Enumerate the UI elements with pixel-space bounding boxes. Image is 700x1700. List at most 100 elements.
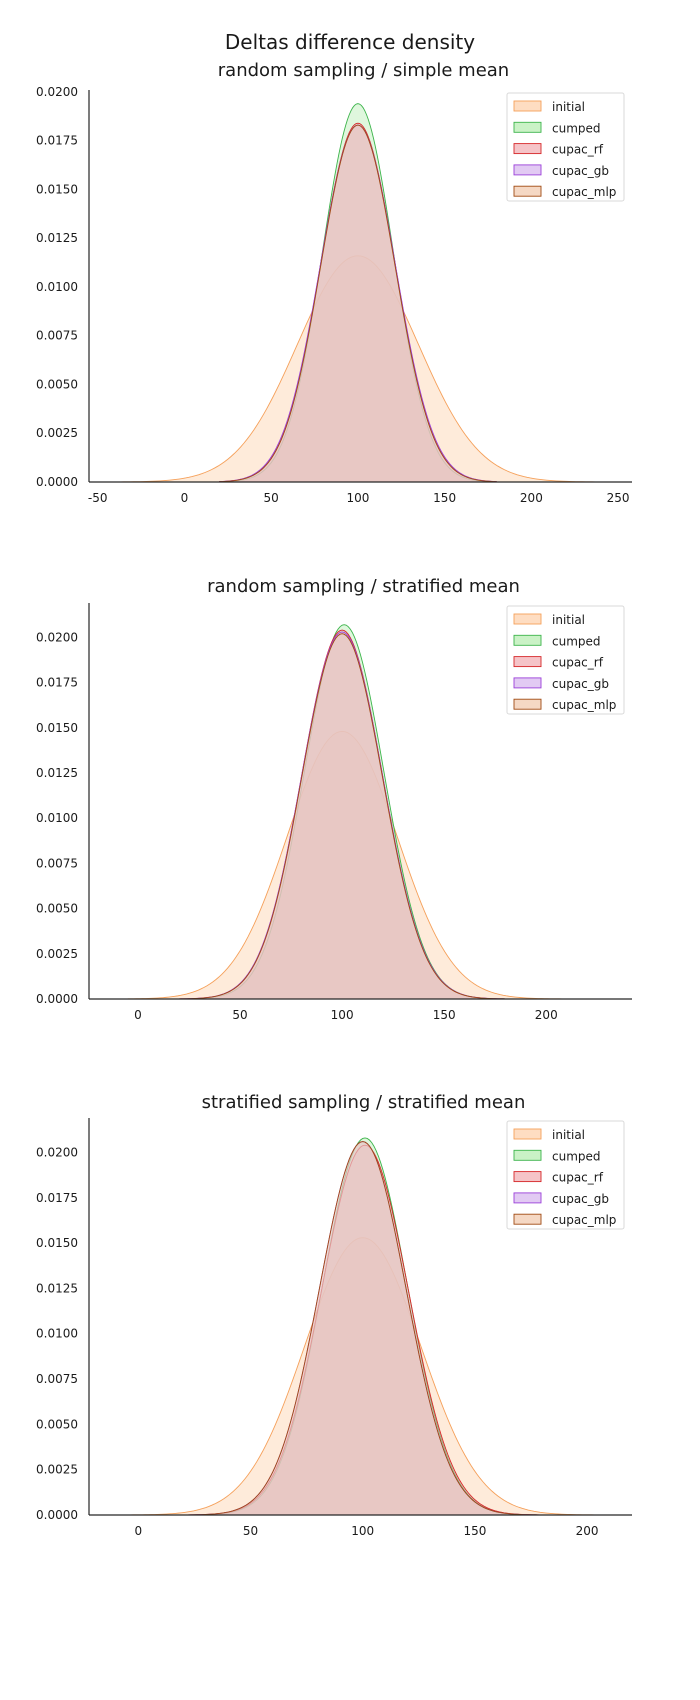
x-tick-label: 250 [607, 491, 630, 505]
legend-swatch-cupac-mlp [513, 1213, 542, 1225]
density-line-initial [127, 730, 598, 1000]
y-tick-label: 0.0150 [36, 1236, 78, 1250]
x-tick-label: 200 [520, 491, 543, 505]
y-tick-label: 0.0200 [36, 630, 78, 644]
legend-swatch-initial [513, 1128, 542, 1140]
legend-swatch-cumped [513, 1149, 542, 1161]
density-line-cumped [219, 103, 497, 483]
y-tick-label: 0.0025 [36, 947, 78, 961]
x-tick-label: 150 [433, 491, 456, 505]
legend-swatch-cumped [513, 634, 542, 646]
legend-label-initial: initial [552, 613, 585, 627]
density-area-cupac-gb [183, 1141, 543, 1515]
legend: initial cumped cupac_rf cupac_gb cupac_mlp [506, 1120, 625, 1230]
legend-swatch-cupac-rf [513, 143, 542, 155]
y-tick-label: 0.0125 [36, 1281, 78, 1295]
legend-swatch-cupac-rf [513, 656, 542, 668]
legend-swatch-cumped [513, 121, 542, 133]
legend-label-cupac-gb: cupac_gb [552, 677, 609, 691]
legend-label-cupac-mlp: cupac_mlp [552, 698, 616, 712]
y-tick-label: 0.0150 [36, 721, 78, 735]
chart-title: stratified sampling / stratified mean [202, 1092, 526, 1113]
x-tick-label: 200 [576, 1524, 599, 1538]
legend-swatch-cupac-rf [513, 1171, 542, 1183]
y-tick-label: 0.0175 [36, 676, 78, 690]
chart-title: random sampling / simple mean [218, 60, 509, 81]
figure-suptitle: Deltas difference density [225, 30, 475, 54]
y-tick-label: 0.0075 [36, 856, 78, 870]
density-area-cumped [219, 103, 497, 483]
legend-swatch-cupac-gb [513, 1192, 542, 1204]
legend-label-cupac-rf: cupac_rf [552, 1171, 604, 1185]
legend-label-initial: initial [552, 1128, 585, 1142]
x-tick-label: 50 [243, 1524, 258, 1538]
density-line-cupac-mlp [178, 633, 506, 1000]
density-area-cupac-rf [219, 123, 497, 483]
legend-swatch-initial [513, 100, 542, 112]
chart-title: random sampling / stratified mean [207, 576, 520, 597]
chart-panel-2: random sampling / stratified mean 0 50 100 1… [36, 576, 632, 1022]
legend-label-cupac-mlp: cupac_mlp [552, 185, 616, 199]
legend-label-cupac-gb: cupac_gb [552, 164, 609, 178]
y-tick-label: 0.0150 [36, 182, 78, 196]
density-area-cupac-mlp [178, 633, 506, 999]
x-tick-label: 100 [351, 1524, 374, 1538]
legend-label-initial: initial [552, 100, 585, 114]
y-tick-label: 0.0050 [36, 1417, 78, 1431]
density-area-initial [127, 731, 598, 999]
legend-label-cupac-mlp: cupac_mlp [552, 1213, 616, 1227]
y-tick-label: 0.0100 [36, 280, 78, 294]
density-area-cumped [178, 624, 506, 999]
density-line-cupac-mlp [183, 1141, 543, 1516]
legend: initial cumped cupac_rf cupac_gb cupac_mlp [506, 605, 625, 715]
legend-label-cupac-rf: cupac_rf [552, 143, 604, 157]
chart-panel-3: stratified sampling / stratified mean 0 50… [36, 1092, 632, 1538]
x-tick-label: 100 [346, 491, 369, 505]
density-line-initial [127, 1237, 610, 1516]
legend-label-cumped: cumped [552, 121, 601, 135]
x-tick-label: 50 [232, 1008, 247, 1022]
legend-swatch-cupac-gb [513, 164, 542, 176]
legend-label-cumped: cumped [552, 1149, 601, 1163]
legend: initial cumped cupac_rf cupac_gb cupac_mlp [506, 92, 625, 202]
density-line-cupac-mlp [219, 124, 497, 483]
density-area-cupac-gb [219, 125, 497, 482]
legend-label-cupac-gb: cupac_gb [552, 1192, 609, 1206]
density-line-cupac-rf [183, 1144, 543, 1516]
x-tick-label: 50 [264, 491, 279, 505]
legend-swatch-cupac-mlp [513, 698, 542, 710]
x-tick-label: 200 [535, 1008, 558, 1022]
y-tick-label: 0.0125 [36, 231, 78, 245]
x-tick-label: 0 [181, 491, 189, 505]
density-area-cupac-rf [183, 1145, 543, 1515]
y-tick-label: 0.0200 [36, 85, 78, 99]
y-tick-label: 0.0000 [36, 1508, 78, 1522]
density-area-initial [97, 255, 619, 482]
density-area-cupac-gb [178, 631, 506, 999]
y-tick-label: 0.0050 [36, 902, 78, 916]
y-tick-label: 0.0025 [36, 1463, 78, 1477]
y-tick-label: 0.0100 [36, 811, 78, 825]
y-tick-label: 0.0000 [36, 992, 78, 1006]
x-tick-label: 100 [331, 1008, 354, 1022]
density-line-initial [97, 255, 619, 483]
y-tick-label: 0.0000 [36, 475, 78, 489]
x-tick-label: -50 [88, 491, 108, 505]
legend-swatch-cupac-mlp [513, 185, 542, 197]
chart-panel-1: random sampling / simple mean -50 0 50 100 15… [36, 60, 632, 505]
legend-label-cumped: cumped [552, 634, 601, 648]
density-area-cupac-mlp [219, 125, 497, 482]
y-tick-label: 0.0075 [36, 329, 78, 343]
x-tick-label: 0 [134, 1008, 142, 1022]
x-tick-label: 150 [463, 1524, 486, 1538]
y-tick-label: 0.0050 [36, 377, 78, 391]
x-tick-label: 0 [135, 1524, 143, 1538]
legend-label-cupac-rf: cupac_rf [552, 656, 604, 670]
x-tick-label: 150 [433, 1008, 456, 1022]
y-tick-label: 0.0125 [36, 766, 78, 780]
y-tick-label: 0.0100 [36, 1327, 78, 1341]
density-area-initial [127, 1237, 610, 1515]
y-tick-label: 0.0075 [36, 1372, 78, 1386]
y-tick-label: 0.0175 [36, 1191, 78, 1205]
y-tick-label: 0.0025 [36, 426, 78, 440]
